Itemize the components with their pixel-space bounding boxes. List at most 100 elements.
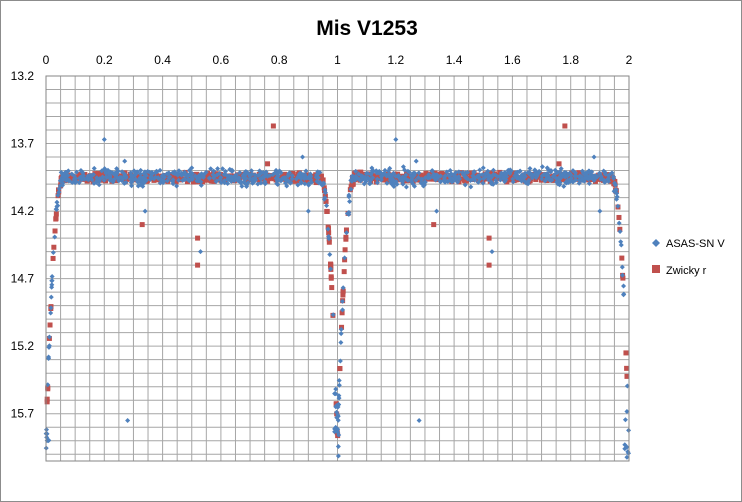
data-point-asas-sn [527,165,533,171]
data-point-zwicky [395,177,401,183]
data-point-asas-sn [589,169,595,175]
data-point-asas-sn [215,166,221,172]
data-point-asas-sn [325,226,331,232]
data-point-zwicky [324,208,330,214]
data-point-zwicky [460,176,466,182]
data-point-zwicky [624,365,630,371]
data-point-asas-sn [413,158,419,164]
data-point-asas-sn [344,230,350,236]
data-point-asas-sn [617,229,623,235]
data-point-asas-sn [479,172,485,178]
data-point-asas-sn [598,173,604,179]
data-point-zwicky [576,170,582,176]
data-point-zwicky [45,386,51,392]
data-point-asas-sn [252,175,258,181]
data-point-asas-sn [544,165,550,171]
y-tick-label: 15.2 [11,339,35,353]
x-tick-label: 0.2 [96,53,113,67]
data-point-asas-sn [336,377,342,383]
data-point-asas-sn [110,178,116,184]
data-point-asas-sn [128,173,134,179]
data-point-asas-sn [289,173,295,179]
data-point-asas-sn [374,180,380,186]
data-point-asas-sn [579,168,585,174]
data-point-asas-sn [321,181,327,187]
data-point-asas-sn [502,179,508,185]
data-point-asas-sn [539,173,545,179]
data-point-asas-sn [104,175,110,181]
data-point-zwicky [77,172,83,178]
data-point-asas-sn [442,179,448,185]
data-point-asas-sn [282,180,288,186]
data-point-asas-sn [49,273,55,279]
data-point-asas-sn [276,177,282,183]
data-point-asas-sn [263,171,269,177]
data-point-asas-sn [493,179,499,185]
data-point-asas-sn [157,167,163,173]
data-point-asas-sn [378,176,384,182]
data-point-asas-sn [348,186,354,192]
data-point-zwicky [392,175,398,181]
data-point-asas-sn [49,284,55,290]
data-point-asas-sn [620,272,626,278]
data-point-asas-sn [101,136,107,142]
data-point-asas-sn [275,172,281,178]
data-point-asas-sn [252,172,258,178]
data-point-asas-sn [220,166,226,172]
data-point-asas-sn [420,183,426,189]
data-point-zwicky [343,227,349,233]
data-point-asas-sn [438,173,444,179]
data-point-asas-sn [488,181,494,187]
data-point-zwicky [466,170,472,176]
data-point-zwicky [329,285,335,291]
data-point-asas-sn [400,178,406,184]
data-point-asas-sn [610,174,616,180]
data-point-asas-sn [333,386,339,392]
data-point-asas-sn [295,182,301,188]
data-point-asas-sn [335,443,341,449]
data-point-asas-sn [416,170,422,176]
data-point-zwicky [270,123,276,129]
data-point-zwicky [608,173,614,179]
data-point-asas-sn [469,177,475,183]
data-point-asas-sn [434,208,440,214]
data-point-asas-sn [389,177,395,183]
data-point-asas-sn [336,393,342,399]
legend-marker-asas-sn [652,239,660,247]
data-point-asas-sn [223,168,229,174]
data-point-asas-sn [452,173,458,179]
data-point-zwicky [321,185,327,191]
data-point-zwicky [144,175,150,181]
data-point-zwicky [323,198,329,204]
data-point-asas-sn [133,176,139,182]
data-point-asas-sn [275,182,281,188]
data-point-asas-sn [429,168,435,174]
data-point-asas-sn [418,177,424,183]
data-point-asas-sn [50,250,56,256]
data-point-zwicky [292,178,298,184]
data-point-asas-sn [624,444,630,450]
data-point-asas-sn [114,175,120,181]
data-point-asas-sn [244,183,250,189]
data-point-asas-sn [322,190,328,196]
data-point-asas-sn [532,168,538,174]
data-point-asas-sn [340,285,346,291]
data-point-asas-sn [457,176,463,182]
data-point-asas-sn [214,178,220,184]
data-point-asas-sn [262,179,268,185]
data-point-zwicky [184,179,190,185]
data-point-asas-sn [570,168,576,174]
data-point-asas-sn [408,173,414,179]
data-point-asas-sn [44,434,50,440]
data-point-asas-sn [612,182,618,188]
data-point-zwicky [431,222,437,228]
data-point-asas-sn [353,173,359,179]
data-point-asas-sn [249,168,255,174]
data-point-asas-sn [475,179,481,185]
data-point-asas-sn [528,172,534,178]
data-point-asas-sn [485,177,491,183]
data-point-asas-sn [49,278,55,284]
data-point-asas-sn [587,174,593,180]
data-point-zwicky [328,275,334,281]
data-point-asas-sn [524,180,530,186]
